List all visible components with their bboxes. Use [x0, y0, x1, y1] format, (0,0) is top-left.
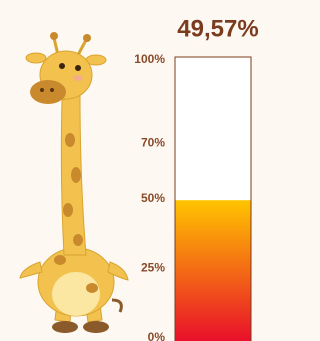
gauge-fill	[176, 200, 251, 341]
y-tick-label: 70%	[141, 136, 165, 150]
y-tick-label: 100%	[134, 52, 165, 66]
y-tick-label: 50%	[141, 191, 165, 205]
y-tick-label: 0%	[148, 330, 166, 341]
chart: 49,57% 0% 25% 50% 70% 100%	[0, 0, 278, 341]
y-tick-label: 25%	[141, 261, 165, 275]
value-label: 49,57%	[177, 15, 258, 42]
page: {"chart_data": {"type": "gauge", "values…	[0, 0, 278, 341]
